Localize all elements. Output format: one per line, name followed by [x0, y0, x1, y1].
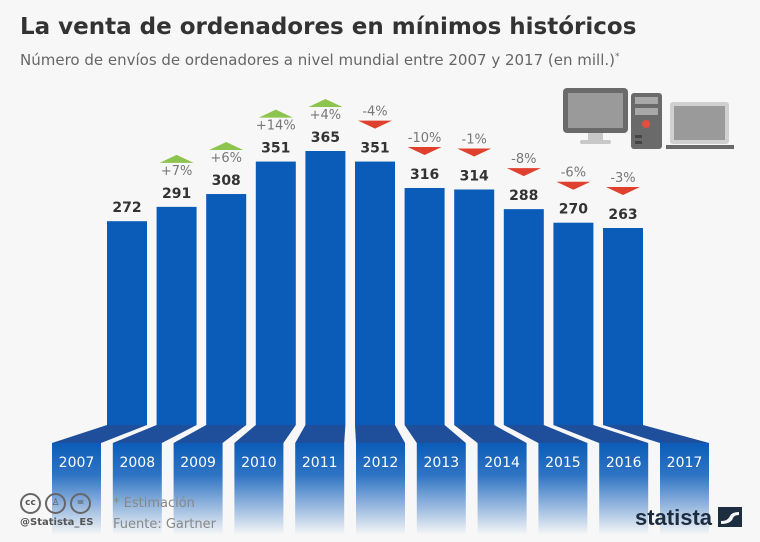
down-arrow-icon [556, 181, 591, 190]
bar-fold [52, 425, 147, 443]
bar [206, 194, 247, 425]
down-arrow-icon [506, 168, 541, 177]
brand-name: statista [635, 505, 713, 530]
change-label: -6% [561, 166, 586, 181]
year-label: 2017 [667, 455, 703, 471]
up-arrow-icon [159, 154, 194, 163]
up-arrow-icon [258, 109, 293, 118]
computers-illustration [563, 88, 734, 149]
bar [603, 227, 643, 425]
nd-icon: = [70, 493, 91, 514]
year-label: 2007 [59, 455, 95, 471]
bar [454, 189, 495, 425]
value-label: 270 [559, 202, 588, 218]
up-arrow-icon [209, 142, 244, 151]
bar [107, 221, 147, 425]
bar [305, 151, 346, 425]
bar-fold [173, 425, 247, 443]
bar-fold [553, 425, 649, 443]
change-label: -8% [511, 152, 536, 167]
value-label: 291 [162, 186, 191, 202]
estimate-note: * Estimación [113, 496, 195, 511]
change-label: +6% [210, 151, 242, 166]
down-arrow-icon [457, 148, 492, 157]
value-label: 351 [261, 141, 290, 157]
statista-logo-icon [718, 507, 743, 527]
change-label: -4% [362, 105, 387, 120]
bar-fold [295, 425, 346, 443]
value-label: 263 [608, 207, 637, 223]
bar [355, 161, 395, 425]
value-label: 288 [509, 188, 538, 204]
desktop-monitor-icon [563, 88, 628, 144]
year-segment [538, 443, 588, 535]
value-label: 272 [112, 200, 141, 216]
subtitle-text: Número de envíos de ordenadores a nivel … [20, 51, 615, 69]
value-label: 365 [311, 130, 340, 146]
year-label: 2012 [363, 455, 399, 471]
statista-logo[interactable]: statista [635, 505, 743, 531]
year-segment [295, 443, 345, 535]
bar-fold [454, 425, 527, 443]
year-segment [599, 443, 649, 535]
year-segment [660, 443, 709, 535]
bar-fold [112, 425, 197, 443]
year-segment [52, 443, 101, 535]
year-label: 2011 [302, 455, 338, 471]
year-label: 2008 [119, 455, 155, 471]
year-label: 2016 [606, 455, 642, 471]
year-label: 2009 [180, 455, 216, 471]
value-label: 351 [360, 141, 389, 157]
by-icon: ♙ [45, 493, 66, 514]
bar [404, 187, 445, 425]
year-label: 2010 [241, 455, 277, 471]
bar-fold [404, 425, 466, 443]
change-label: -10% [408, 131, 442, 146]
bar [156, 206, 197, 425]
year-segment [173, 443, 223, 535]
year-segment [112, 443, 162, 535]
change-label: +14% [256, 119, 296, 134]
down-arrow-icon [358, 120, 392, 129]
source: Fuente: Gartner [113, 517, 216, 532]
change-label: +7% [161, 164, 193, 179]
value-label: 316 [410, 167, 439, 183]
change-label: -3% [610, 171, 635, 186]
down-arrow-icon [407, 146, 442, 155]
laptop-icon [666, 102, 734, 149]
up-arrow-icon [308, 99, 343, 107]
twitter-handle[interactable]: @Statista_ES [20, 517, 94, 528]
cc-icon: cc [20, 493, 41, 514]
bar-fold [355, 425, 405, 443]
bar-fold [503, 425, 588, 443]
pc-tower-icon [631, 93, 662, 149]
chart-title: La venta de ordenadores en mínimos histó… [20, 14, 637, 40]
down-arrow-icon [606, 186, 640, 195]
year-segment [477, 443, 527, 535]
year-segment [416, 443, 466, 535]
year-label: 2015 [545, 455, 581, 471]
year-label: 2014 [484, 455, 520, 471]
year-segment [234, 443, 284, 535]
bar [553, 222, 594, 425]
bar-fold [603, 425, 709, 443]
bar-fold [234, 425, 296, 443]
value-label: 308 [212, 173, 241, 189]
bar [503, 209, 544, 425]
year-label: 2013 [423, 455, 459, 471]
value-label: 314 [460, 168, 489, 184]
bar [255, 161, 296, 425]
chart-subtitle: Número de envíos de ordenadores a nivel … [20, 51, 620, 69]
change-label: -1% [462, 132, 487, 147]
year-segment [356, 443, 405, 535]
subtitle-mark: * [615, 52, 620, 62]
change-label: +4% [310, 108, 342, 123]
